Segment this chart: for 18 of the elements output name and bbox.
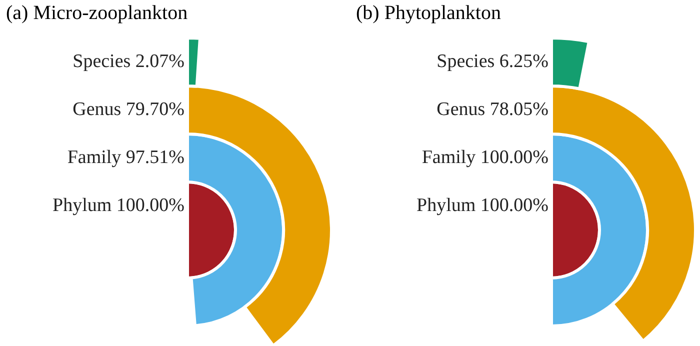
data-label: 2.07%: [135, 50, 185, 72]
category-label: Phylum: [416, 194, 476, 216]
data-label: 79.70%: [126, 98, 185, 120]
data-label: 78.05%: [490, 98, 549, 120]
category-label: Genus: [436, 98, 486, 120]
data-label: 100.00%: [480, 194, 549, 216]
data-label: 100.00%: [480, 146, 549, 168]
text: (a) Micro-zooplankton: [6, 2, 188, 25]
data-label: 100.00%: [116, 194, 185, 216]
category-label: Family: [422, 146, 476, 168]
category-label: Species: [72, 50, 131, 72]
text: (b) Phytoplankton: [356, 2, 501, 25]
data-label: 97.51%: [126, 146, 185, 168]
data-label: 6.25%: [499, 50, 549, 72]
category-label: Phylum: [52, 194, 112, 216]
category-label: Genus: [72, 98, 122, 120]
category-label: Family: [67, 146, 122, 168]
category-label: Species: [436, 50, 495, 72]
